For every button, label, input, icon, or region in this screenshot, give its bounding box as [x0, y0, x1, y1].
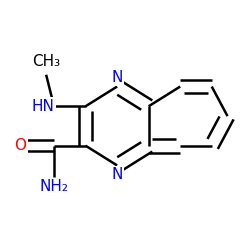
Text: HN: HN: [31, 99, 54, 114]
Text: N: N: [112, 70, 123, 84]
Text: N: N: [112, 168, 123, 182]
Text: NH₂: NH₂: [40, 179, 68, 194]
Text: O: O: [14, 138, 26, 153]
Text: CH₃: CH₃: [32, 54, 60, 69]
